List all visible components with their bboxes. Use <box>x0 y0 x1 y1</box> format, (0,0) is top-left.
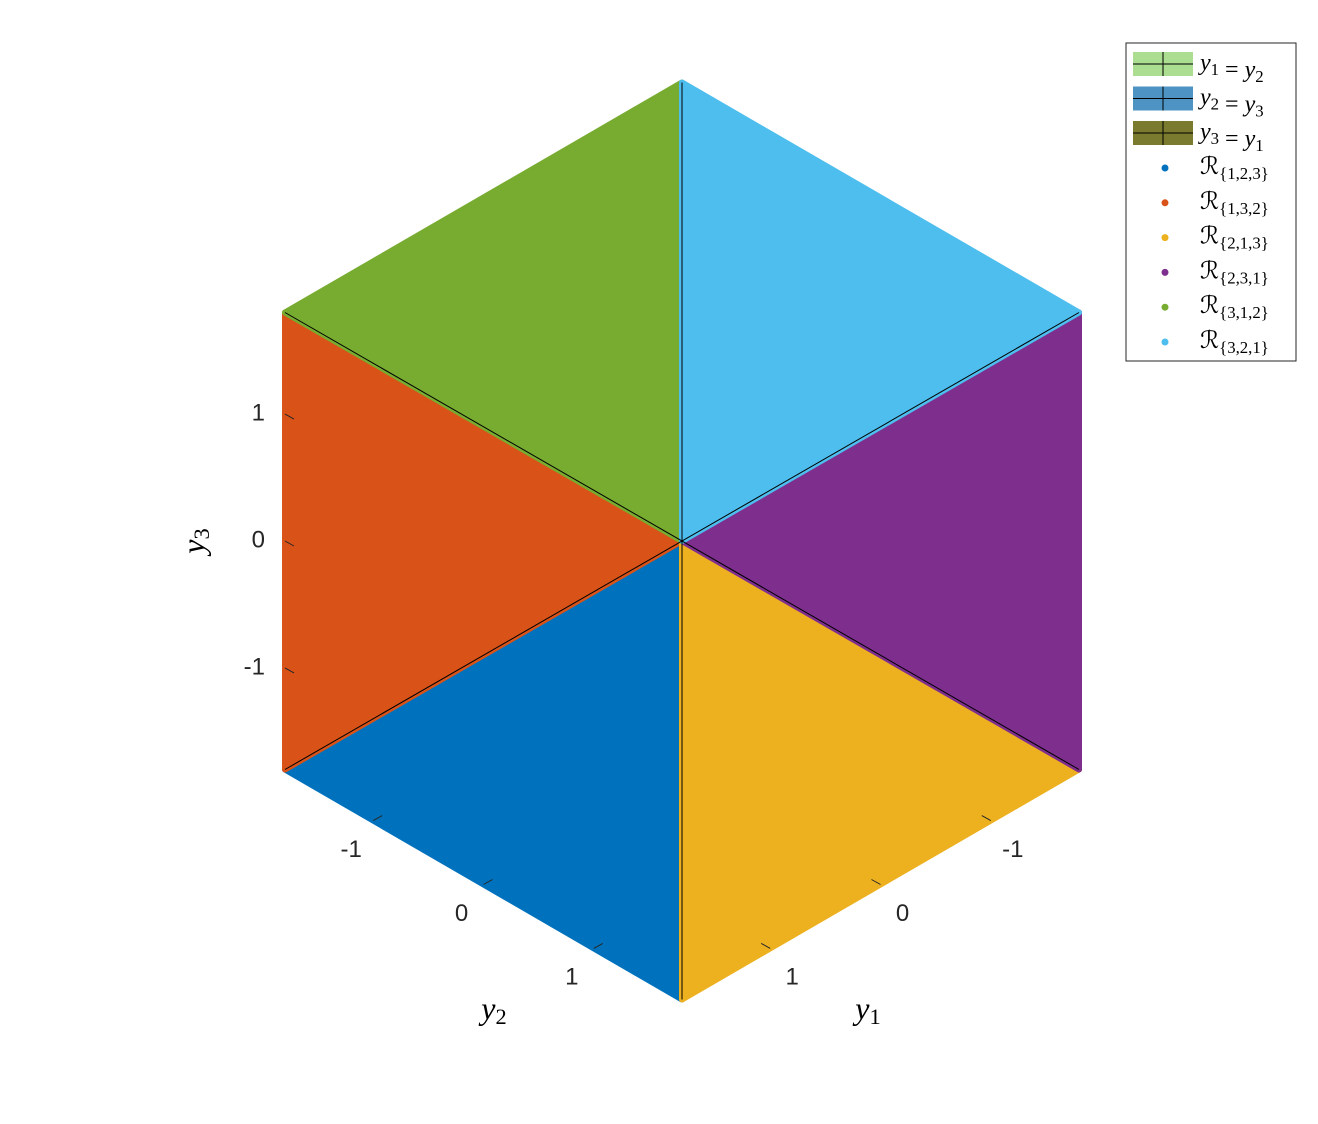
x-axis-label: y1 <box>852 990 880 1029</box>
tick-mark <box>760 942 771 949</box>
plot-area: -1 0 1 -1 0 1 -1 0 1 <box>244 79 1082 1003</box>
legend-marker <box>1161 234 1169 242</box>
legend-label: ℛ{1,2,3} <box>1200 154 1269 183</box>
legend-label: ℛ{2,3,1} <box>1200 258 1269 287</box>
tick-mark <box>284 540 295 547</box>
legend-label: y1 = y2 <box>1198 50 1264 86</box>
tick-label: 1 <box>252 399 265 426</box>
tick-mark <box>593 942 604 949</box>
y-axis-label: y2 <box>478 990 506 1029</box>
legend-marker <box>1161 164 1169 172</box>
legend-label: ℛ{3,1,2} <box>1200 293 1269 322</box>
legend-marker <box>1161 303 1169 311</box>
tick-label: 0 <box>252 526 265 553</box>
legend-marker <box>1161 199 1169 207</box>
tick-mark <box>372 815 383 822</box>
tick-label: -1 <box>1002 836 1023 863</box>
legend-label: ℛ{1,3,2} <box>1200 188 1269 217</box>
tick-label: 0 <box>455 900 468 927</box>
tick-mark <box>483 879 493 885</box>
tick-mark <box>981 815 992 822</box>
tick-label: 1 <box>786 964 799 991</box>
legend-label: y2 = y3 <box>1198 84 1264 120</box>
tick-label: 0 <box>896 900 909 927</box>
plane-edge <box>284 312 1080 770</box>
z-axis-label: y3 <box>175 528 214 556</box>
legend-marker <box>1161 338 1169 346</box>
tick-mark <box>284 667 295 674</box>
legend-label: ℛ{3,2,1} <box>1200 328 1269 357</box>
legend-label: y3 = y1 <box>1198 119 1264 155</box>
tick-mark <box>871 879 881 885</box>
tick-label: 1 <box>565 964 578 991</box>
tick-mark <box>284 413 295 420</box>
tick-label: -1 <box>341 836 362 863</box>
legend-label: ℛ{2,1,3} <box>1200 223 1269 252</box>
tick-label: -1 <box>244 653 265 680</box>
legend-marker <box>1161 268 1169 276</box>
